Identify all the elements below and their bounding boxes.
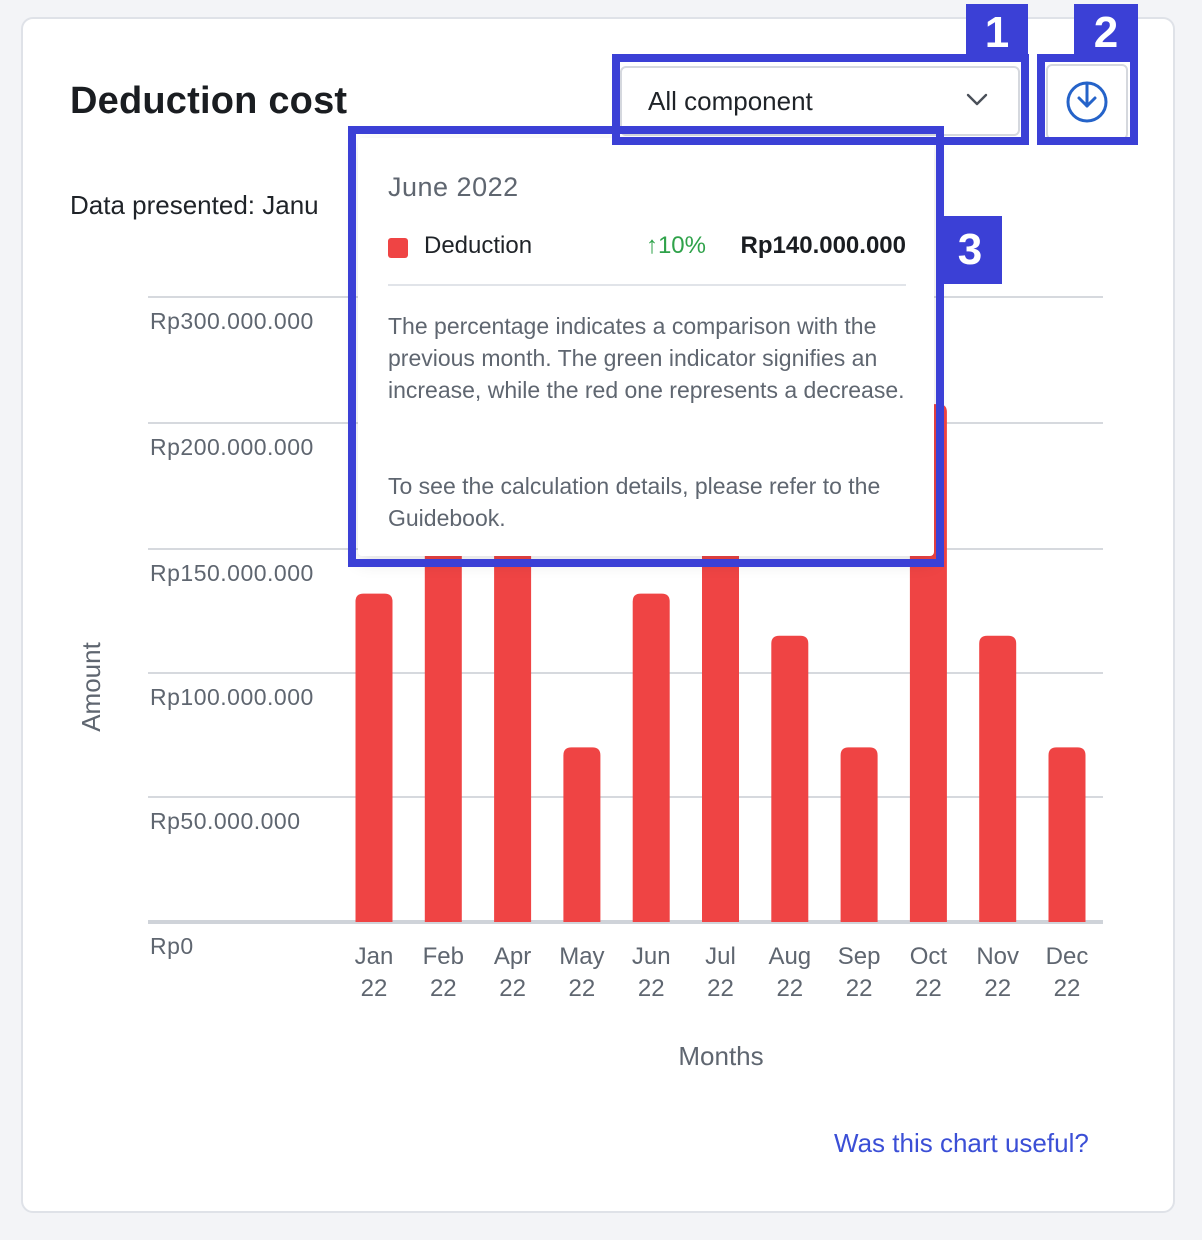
tooltip-note-guidebook: To see the calculation details, please r…	[388, 473, 881, 531]
tooltip-note-comparison: The percentage indicates a comparison wi…	[388, 313, 905, 403]
x-tick-label-month: Aug	[768, 943, 811, 970]
x-tick-label-year: 22	[361, 975, 388, 1002]
x-tick-label-year: 22	[569, 975, 596, 1002]
bar	[563, 747, 601, 922]
y-axis-title: Amount	[76, 641, 106, 731]
x-axis-title: Months	[678, 1041, 763, 1071]
chevron-down-icon	[966, 93, 988, 106]
chart-feedback-link[interactable]: Was this chart useful?	[834, 1128, 1089, 1158]
x-tick-label-year: 22	[915, 975, 942, 1002]
marker-2-number: 2	[1074, 4, 1138, 62]
y-tick-label: Rp0	[150, 933, 194, 959]
x-tick-label-year: 22	[707, 975, 734, 1002]
x-tick-label-month: May	[559, 943, 604, 970]
x-tick-label-year: 22	[846, 975, 873, 1002]
bar	[702, 523, 739, 922]
download-icon	[1066, 81, 1108, 123]
tooltip-value: Rp140.000.000	[740, 232, 906, 259]
x-tick-label-month: Dec	[1046, 943, 1089, 970]
bar	[632, 593, 670, 922]
y-tick-label: Rp150.000.000	[150, 560, 314, 586]
bar	[424, 523, 462, 922]
marker-1-number: 1	[966, 4, 1028, 62]
tooltip-series-row: Deduction ↑10% Rp140.000.000	[388, 230, 906, 262]
tooltip-series-name: Deduction	[424, 232, 533, 259]
download-button[interactable]	[1046, 64, 1128, 140]
x-tick-label-month: Jul	[705, 943, 736, 970]
y-tick-label: Rp100.000.000	[150, 684, 314, 710]
x-tick-label-month: Feb	[423, 943, 464, 970]
y-tick-label: Rp50.000.000	[150, 808, 301, 834]
bar	[771, 635, 809, 922]
y-tick-label: Rp200.000.000	[150, 434, 314, 460]
tooltip-change-indicator: ↑10%	[645, 232, 706, 259]
bar	[840, 747, 878, 922]
bar	[1048, 747, 1086, 922]
bar	[979, 635, 1017, 922]
x-tick-label-month: Sep	[838, 943, 881, 970]
x-tick-label-month: Nov	[976, 943, 1019, 970]
x-tick-label-year: 22	[638, 975, 665, 1002]
marker-3-number: 3	[938, 216, 1002, 284]
y-tick-label: Rp300.000.000	[150, 308, 314, 334]
x-tick-label-year: 22	[1054, 975, 1081, 1002]
x-tick-label-year: 22	[430, 975, 457, 1002]
series-color-swatch	[388, 238, 408, 258]
component-filter-value: All component	[648, 85, 813, 116]
bar	[494, 523, 532, 922]
tooltip-month: June 2022	[388, 172, 519, 202]
component-filter-dropdown[interactable]: All component	[620, 66, 1020, 136]
x-tick-label-month: Jun	[632, 943, 671, 970]
x-tick-label-year: 22	[499, 975, 526, 1002]
x-tick-label-month: Apr	[494, 943, 531, 970]
chart-tooltip: June 2022 Deduction ↑10% Rp140.000.000 T…	[358, 138, 934, 556]
x-tick-label-month: Jan	[355, 943, 394, 970]
x-tick-label-year: 22	[984, 975, 1011, 1002]
x-tick-label-year: 22	[776, 975, 803, 1002]
data-period-text: Data presented: Janu	[70, 190, 319, 220]
tooltip-divider	[388, 284, 906, 286]
bar	[355, 593, 393, 922]
x-tick-label-month: Oct	[910, 943, 948, 970]
card-title: Deduction cost	[70, 80, 348, 122]
